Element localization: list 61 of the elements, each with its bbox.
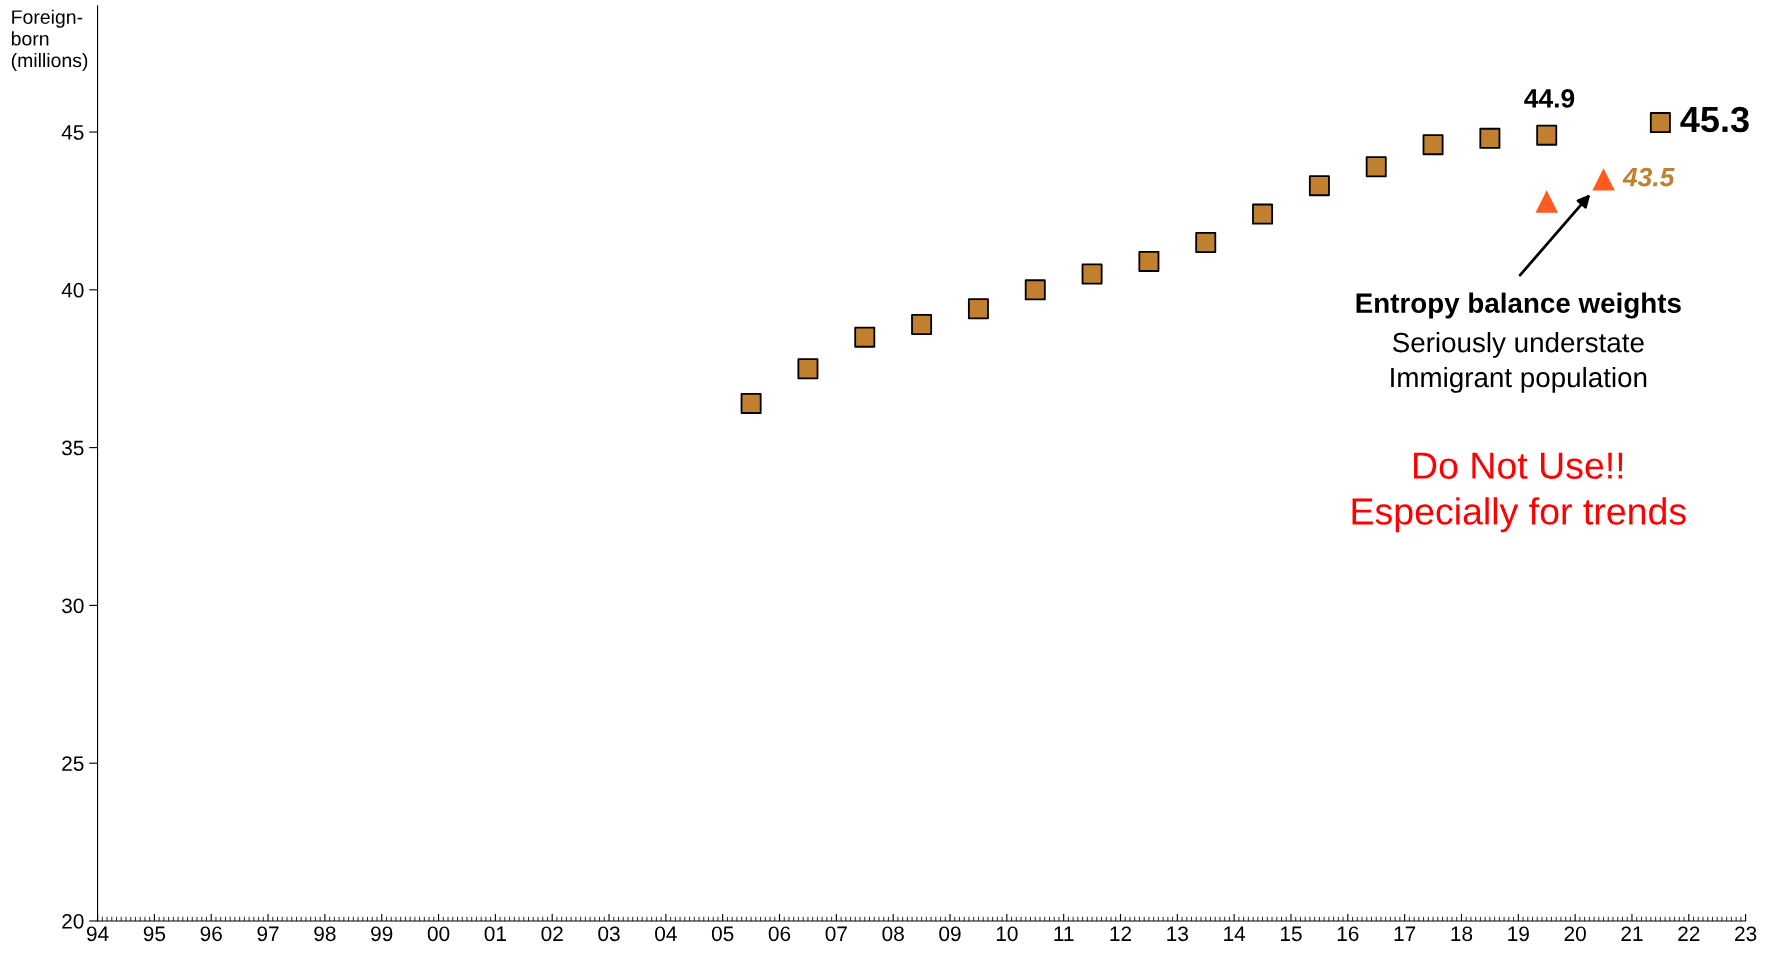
point xyxy=(740,392,762,414)
x-tick-label: 19 xyxy=(1508,926,1529,942)
x-tick-label: 03 xyxy=(598,926,620,942)
x-tick-label: 00 xyxy=(427,926,450,942)
data-label: 44.9 xyxy=(1524,89,1575,108)
x-tick-label: 97 xyxy=(257,926,279,942)
annotation: Seriously understate Immigrant population xyxy=(1391,331,1647,393)
x-tick-label: 16 xyxy=(1337,926,1359,942)
annotation: Do Not Use!! Especially for trends xyxy=(1352,452,1686,533)
x-tick-label: 15 xyxy=(1280,926,1302,942)
y-tick-label: 20 xyxy=(62,913,84,929)
x-tick-label: 18 xyxy=(1451,926,1473,942)
point xyxy=(911,314,933,336)
point xyxy=(1365,156,1387,178)
x-tick-label: 12 xyxy=(1110,926,1132,941)
annotation: Entropy balance weights xyxy=(1356,292,1681,319)
x-tick-label: 99 xyxy=(371,926,393,942)
x-tick-label: 23 xyxy=(1735,926,1757,942)
x-tick-label: 17 xyxy=(1394,926,1416,941)
y-tick-label: 30 xyxy=(62,598,84,614)
point xyxy=(1536,124,1558,146)
point xyxy=(1649,112,1671,134)
y-axis-title: Foreign- born (millions) xyxy=(11,9,88,72)
point xyxy=(797,358,819,380)
x-tick-label: 09 xyxy=(939,926,961,942)
x-tick-label: 07 xyxy=(825,926,847,942)
y-tick-label: 35 xyxy=(62,440,84,456)
point xyxy=(1081,263,1103,285)
x-tick-label: 08 xyxy=(882,926,904,942)
point xyxy=(854,326,876,348)
y-tick-label: 25 xyxy=(62,756,84,771)
point xyxy=(1592,168,1615,191)
x-tick-label: 10 xyxy=(996,926,1018,942)
x-tick-label: 98 xyxy=(314,926,336,942)
point xyxy=(967,298,989,320)
x-tick-label: 96 xyxy=(200,926,222,942)
x-tick-label: 13 xyxy=(1167,926,1188,942)
x-tick-label: 94 xyxy=(86,926,109,942)
y-tick-label: 40 xyxy=(61,282,84,298)
point xyxy=(1195,232,1217,253)
point xyxy=(1308,175,1330,197)
y-tick-label: 45 xyxy=(61,125,84,140)
x-tick-label: 06 xyxy=(768,926,791,942)
point xyxy=(1138,250,1160,272)
x-tick-label: 11 xyxy=(1054,926,1074,941)
x-tick-label: 20 xyxy=(1564,926,1586,942)
x-tick-label: 21 xyxy=(1621,926,1643,941)
point xyxy=(1479,127,1501,149)
x-tick-label: 22 xyxy=(1678,926,1700,941)
data-label: 43.5 xyxy=(1622,167,1675,187)
point xyxy=(1252,203,1274,225)
x-tick-label: 05 xyxy=(711,926,734,942)
x-tick-label: 01 xyxy=(484,926,506,942)
point xyxy=(1535,190,1558,213)
data-label: 45.3 xyxy=(1680,106,1749,133)
point xyxy=(1024,279,1046,301)
x-tick-label: 04 xyxy=(655,926,677,942)
point xyxy=(1422,134,1444,156)
x-tick-label: 02 xyxy=(541,926,563,942)
x-tick-label: 14 xyxy=(1224,926,1246,941)
x-tick-label: 95 xyxy=(143,926,166,942)
